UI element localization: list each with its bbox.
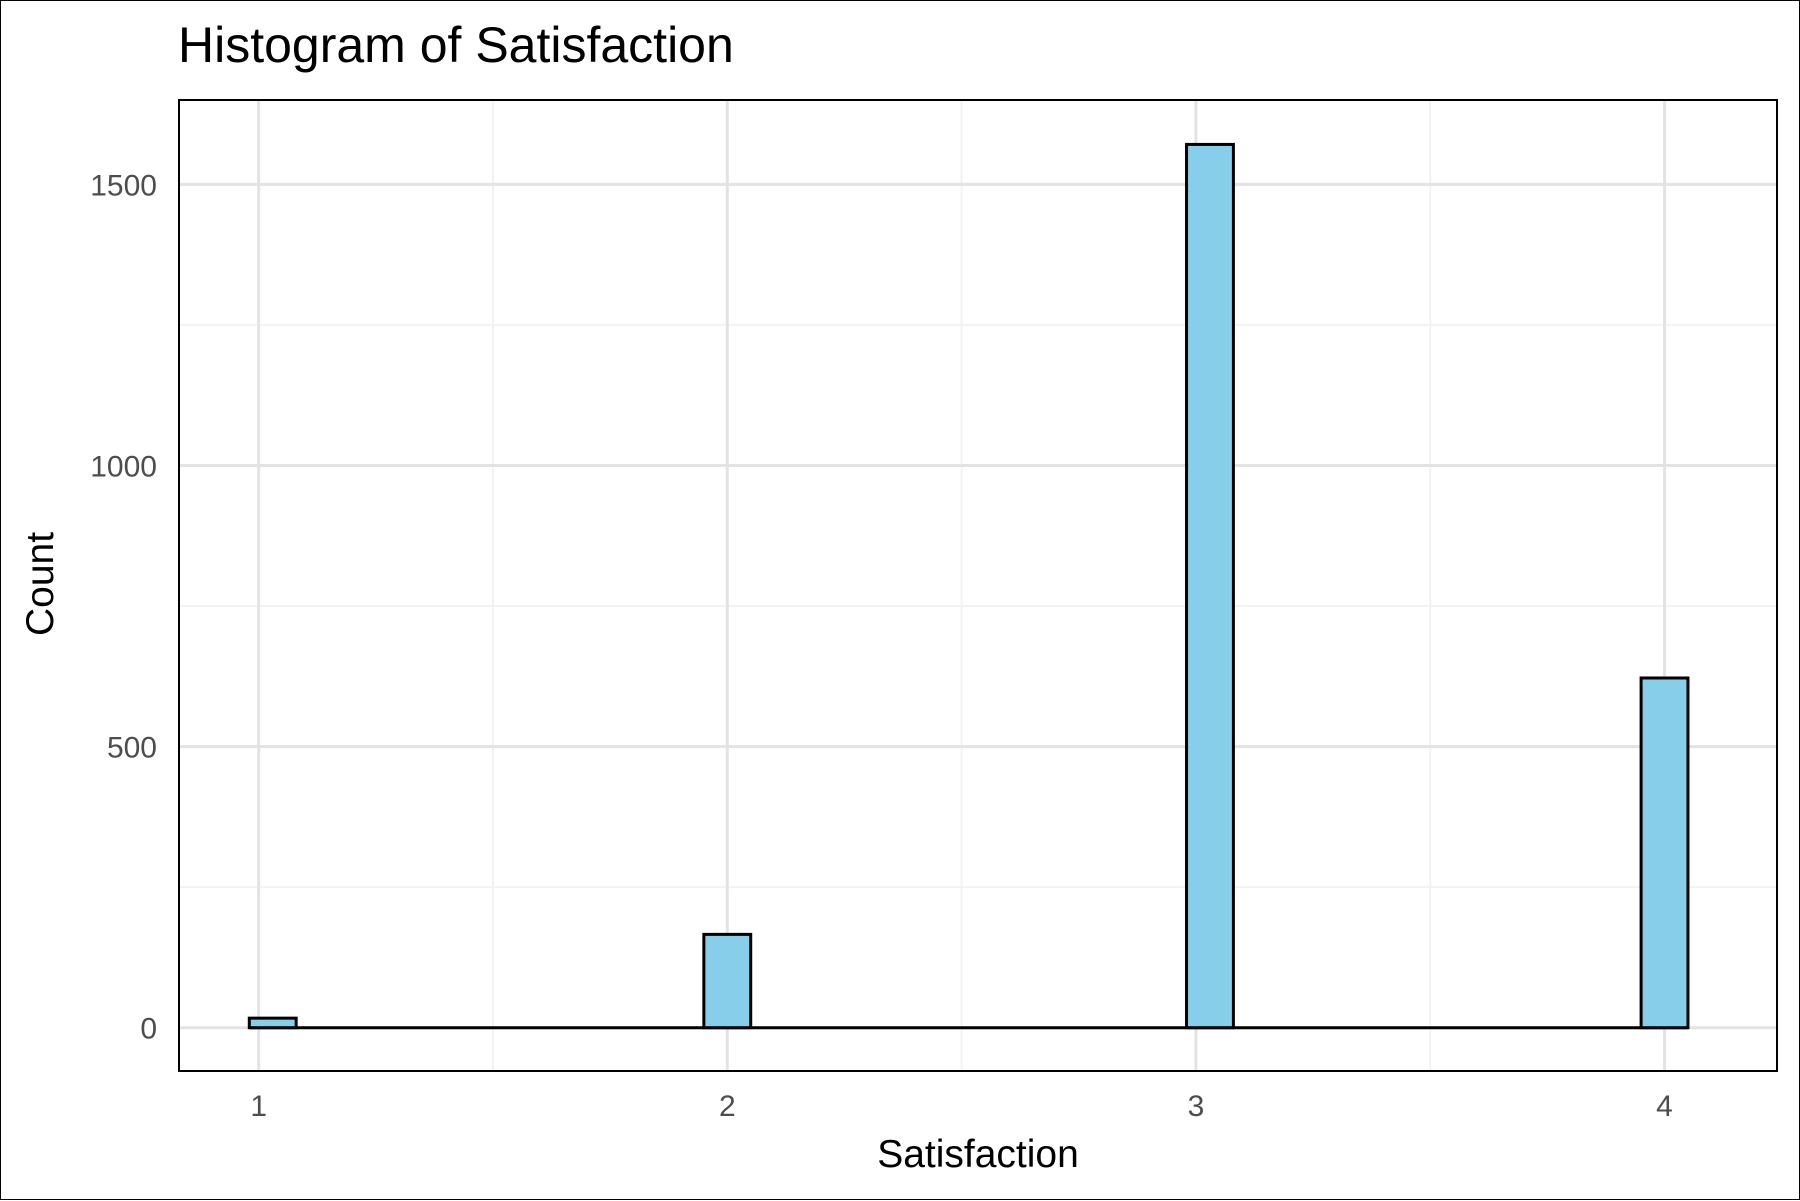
axis-tick-labels: 1 2 3 4 0 500 1000 1500	[90, 169, 1673, 1123]
histogram-bar	[247, 1016, 298, 1030]
plot-panel-border	[178, 99, 1778, 1072]
x-tick-label: 4	[1656, 1090, 1673, 1123]
y-tick-label: 1500	[90, 169, 157, 202]
chart-title: Histogram of Satisfaction	[178, 17, 734, 73]
histogram-bar	[1185, 142, 1235, 1030]
histogram-bar	[702, 932, 753, 1030]
histogram-bar	[1639, 676, 1690, 1030]
x-axis-title: Satisfaction	[877, 1133, 1079, 1176]
y-tick-label: 0	[140, 1013, 157, 1046]
grid-lines	[179, 100, 1777, 1071]
x-tick-label: 2	[719, 1090, 736, 1123]
x-tick-label: 3	[1188, 1090, 1205, 1123]
y-tick-label: 1000	[90, 450, 157, 483]
y-tick-label: 500	[107, 732, 157, 765]
y-axis-title: Count	[19, 532, 62, 636]
x-tick-label: 1	[250, 1090, 267, 1123]
histogram-bars	[247, 142, 1690, 1030]
